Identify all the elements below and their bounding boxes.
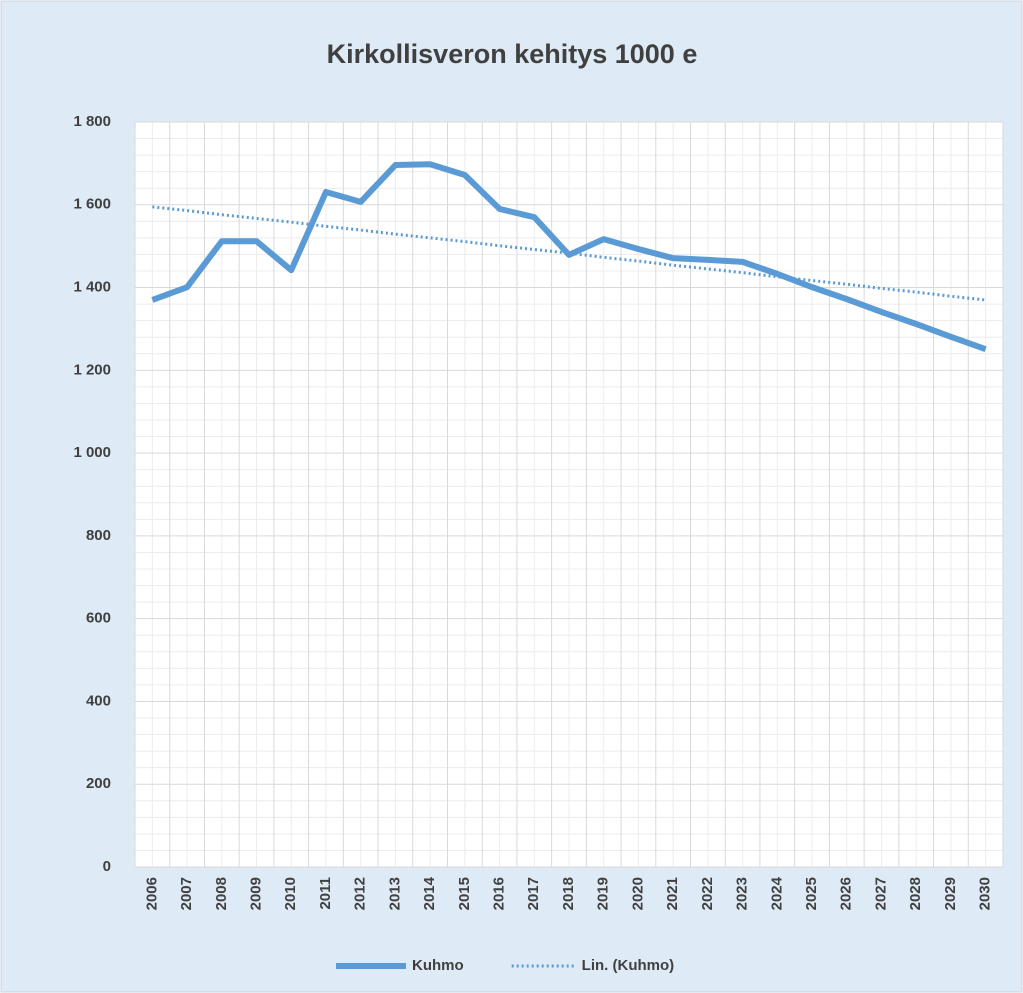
x-tick-label: 2010: [282, 877, 299, 910]
y-tick-label: 400: [86, 692, 111, 709]
x-tick-label: 2029: [942, 877, 959, 910]
x-tick-label: 2015: [456, 877, 473, 910]
x-tick-label: 2027: [872, 877, 889, 910]
x-tick-label: 2008: [213, 877, 230, 910]
y-tick-label: 800: [86, 527, 111, 544]
y-tick-label: 0: [103, 858, 111, 875]
chart-title: Kirkollisveron kehitys 1000 e: [327, 39, 698, 69]
y-tick-label: 1 600: [73, 196, 111, 213]
x-tick-label: 2009: [247, 877, 264, 910]
x-tick-label: 2013: [386, 877, 403, 910]
y-tick-label: 1 800: [73, 113, 111, 130]
x-tick-label: 2024: [768, 876, 785, 910]
x-tick-label: 2007: [178, 877, 195, 910]
x-tick-label: 2006: [143, 877, 160, 910]
x-tick-label: 2012: [352, 877, 369, 910]
x-tick-label: 2025: [803, 877, 820, 910]
series-line: [151, 161, 987, 353]
legend-label: Lin. (Kuhmo): [582, 957, 674, 974]
y-tick-label: 200: [86, 775, 111, 792]
x-tick-label: 2018: [560, 877, 577, 910]
x-tick-label: 2011: [317, 877, 334, 910]
x-tick-label: 2020: [629, 877, 646, 910]
x-tick-label: 2014: [421, 876, 438, 910]
legend-label: Kuhmo: [412, 957, 464, 974]
x-tick-label: 2023: [734, 877, 751, 910]
x-tick-label: 2022: [699, 877, 716, 910]
x-tick-label: 2017: [525, 877, 542, 910]
y-tick-label: 1 000: [73, 444, 111, 461]
x-tick-label: 2021: [664, 877, 681, 910]
x-tick-label: 2026: [838, 877, 855, 910]
x-tick-label: 2019: [595, 877, 612, 910]
y-tick-label: 1 400: [73, 279, 111, 296]
x-tick-label: 2030: [977, 877, 994, 910]
x-tick-label: 2028: [907, 877, 924, 910]
y-tick-label: 1 200: [73, 361, 111, 378]
y-tick-label: 600: [86, 610, 111, 627]
x-tick-label: 2016: [491, 877, 508, 910]
